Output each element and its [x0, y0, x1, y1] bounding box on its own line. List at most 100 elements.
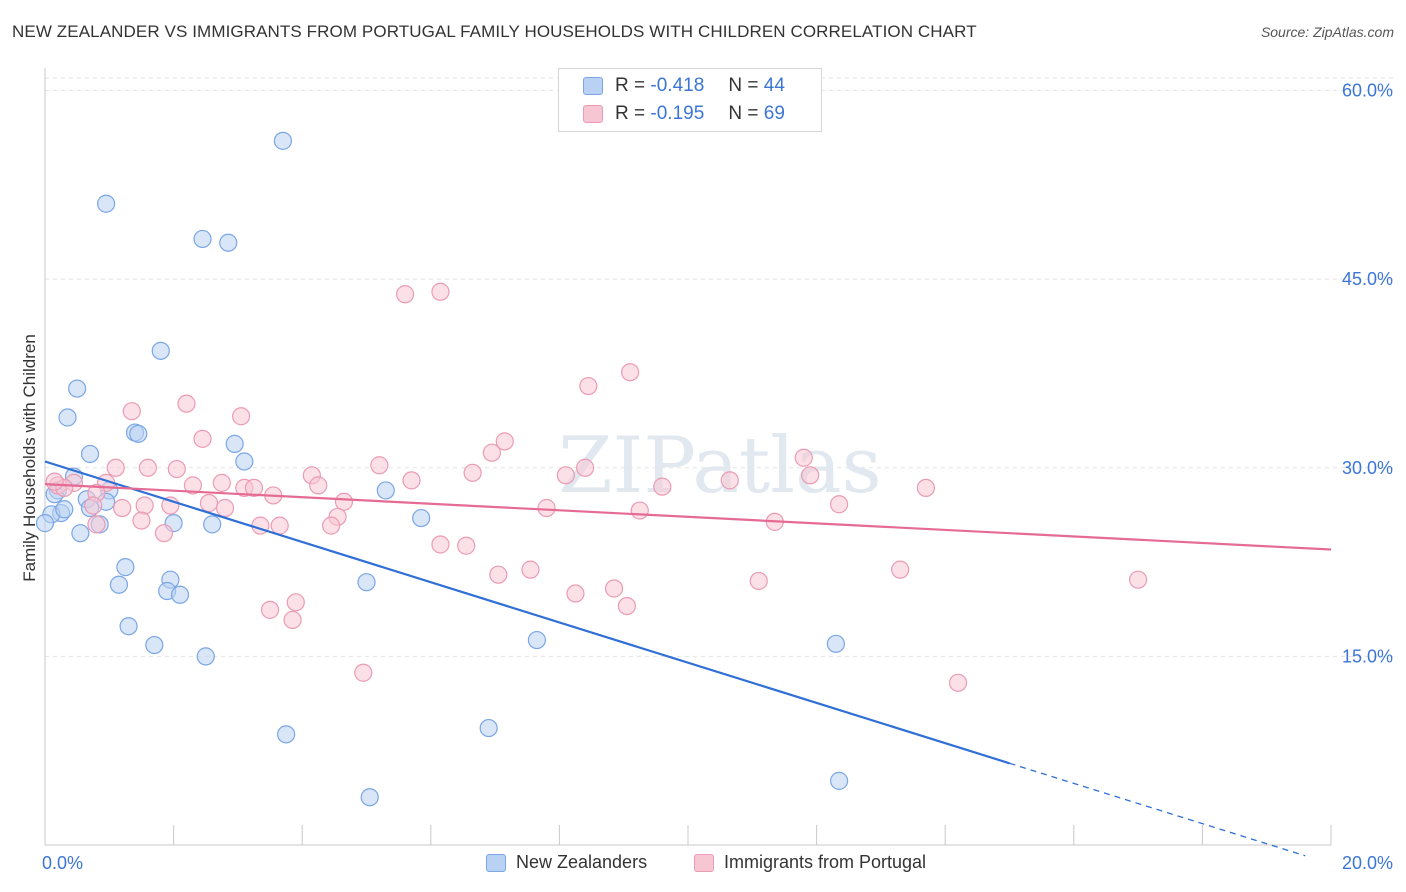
- portugal-immigrant-point: [621, 363, 640, 382]
- portugal-immigrant-point: [167, 459, 186, 479]
- portugal-trend-line: [44, 483, 1332, 551]
- source-label: Source: ZipAtlas.com: [1260, 24, 1394, 40]
- portugal-immigrant-point: [630, 501, 649, 520]
- portugal-immigrant-point: [579, 376, 598, 396]
- portugal-immigrant-point: [916, 478, 936, 498]
- portugal-immigrant-point: [370, 456, 389, 475]
- portugal-immigrant-point: [801, 466, 820, 485]
- legend-swatch-blue: [486, 853, 506, 872]
- new-zealander-point: [80, 444, 100, 464]
- portugal-immigrant-point: [457, 536, 476, 555]
- chart-title: NEW ZEALANDER VS IMMIGRANTS FROM PORTUGA…: [12, 22, 977, 41]
- new-zealander-point: [219, 233, 238, 252]
- portugal-immigrant-point: [106, 458, 125, 477]
- portugal-immigrant-point: [132, 511, 151, 530]
- portugal-immigrant-point: [495, 432, 514, 451]
- portugal-immigrant-point: [135, 496, 154, 515]
- portugal-immigrant-point: [431, 535, 450, 554]
- portugal-immigrant-point: [199, 493, 219, 513]
- new-zealander-point: [235, 452, 254, 471]
- y-tick-label: 45.0%: [1342, 269, 1393, 289]
- portugal-immigrant-point: [891, 560, 910, 579]
- trend-lines: [44, 460, 1332, 857]
- x-tick-label: 0.0%: [42, 853, 83, 873]
- bottom-legend-immigrants-portugal[interactable]: Immigrants from Portugal: [694, 852, 926, 873]
- portugal-immigrant-point: [431, 282, 450, 301]
- portugal-immigrant-point: [260, 600, 280, 619]
- portugal-immigrant-point: [87, 515, 106, 534]
- new-zealander-point: [119, 617, 138, 636]
- new-zealander-point: [129, 424, 148, 443]
- portugal-immigrant-point: [286, 593, 305, 612]
- correlation-legend: R = -0.418 N = 44 R = -0.195 N = 69: [558, 68, 822, 132]
- portugal-immigrant-point: [244, 478, 264, 498]
- new-zealander-point: [357, 573, 376, 592]
- portugal-immigrant-point: [309, 476, 328, 495]
- new-zealander-point: [376, 481, 395, 500]
- portugal-immigrant-point: [617, 596, 637, 616]
- new-zealander-point: [55, 500, 74, 519]
- axes: [44, 68, 1332, 846]
- legend-n-label: N =: [728, 103, 759, 124]
- portugal-immigrant-point: [193, 429, 212, 448]
- y-tick-label: 30.0%: [1342, 458, 1393, 478]
- new-zealander-point: [109, 575, 129, 594]
- portugal-immigrant-point: [334, 492, 354, 511]
- new-zealander-point: [277, 725, 296, 744]
- new-zealander-point: [830, 771, 849, 790]
- new-zealander-point: [71, 524, 90, 543]
- y-tick-label: 60.0%: [1342, 81, 1393, 101]
- new-zealander-point: [273, 131, 293, 150]
- portugal-immigrant-point: [154, 524, 174, 543]
- new-zealander-point: [96, 194, 116, 213]
- legend-row-new-zealanders: R = -0.418 N = 44: [583, 72, 785, 100]
- portugal-immigrant-point: [653, 477, 672, 496]
- portugal-immigrant-point: [138, 458, 157, 477]
- new-zealander-point: [360, 788, 379, 807]
- legend-n-value: 69: [763, 103, 785, 124]
- new-zealander-point: [196, 647, 215, 666]
- legend-swatch-pink: [583, 105, 603, 123]
- portugal-immigrant-point: [45, 472, 64, 491]
- legend-swatch-blue: [583, 77, 603, 95]
- new-zealander-point: [145, 635, 164, 655]
- portugal-immigrant-point: [521, 560, 540, 579]
- portugal-immigrant-point: [1128, 570, 1148, 589]
- new-zealander-point: [527, 630, 546, 650]
- portugal-immigrant-point: [948, 673, 968, 692]
- portugal-immigrant-point: [402, 471, 421, 490]
- portugal-immigrant-point: [489, 565, 508, 584]
- portugal-immigrant-point: [794, 448, 813, 467]
- portugal-immigrant-point: [122, 402, 141, 421]
- portugal-immigrant-point: [232, 407, 251, 426]
- portugal-immigrant-point: [566, 584, 585, 603]
- axis-labels: 15.0% 30.0% 45.0% 60.0% 0.0% 20.0% Family Hous…: [20, 81, 1393, 873]
- new-zealander-point: [479, 718, 498, 738]
- new-zealander-point: [170, 585, 190, 604]
- new-zealander-point: [193, 229, 212, 249]
- new-zealander-point: [58, 408, 77, 427]
- portugal-immigrant-point: [830, 495, 849, 514]
- new-zealander-point: [412, 508, 431, 528]
- new-zealander-point: [68, 379, 87, 398]
- new-zealander-point: [225, 434, 244, 453]
- portugal-immigrant-point: [556, 466, 575, 485]
- portugal-immigrant-point: [283, 610, 302, 630]
- legend-r-value: -0.418: [650, 75, 705, 96]
- portugal-immigrant-point: [395, 285, 415, 304]
- portugal-immigrant-point: [212, 473, 231, 492]
- portugal-immigrant-point: [537, 498, 556, 518]
- bottom-legend-new-zealanders[interactable]: New Zealanders: [486, 852, 647, 873]
- y-axis-title: Family Households with Children: [20, 334, 39, 582]
- portugal-immigrant-point: [113, 498, 132, 518]
- new-zealander-point: [151, 341, 170, 360]
- x-tick-label: 20.0%: [1342, 853, 1393, 873]
- new-zealander-trend-line: [44, 460, 1010, 765]
- new-zealander-point: [203, 515, 222, 534]
- portugal-immigrant-point: [720, 471, 739, 490]
- portugal-immigrant-point: [270, 516, 289, 535]
- y-tick-label: 15.0%: [1342, 646, 1393, 666]
- legend-r-label: R =: [615, 75, 646, 96]
- legend-swatch-pink: [694, 853, 714, 872]
